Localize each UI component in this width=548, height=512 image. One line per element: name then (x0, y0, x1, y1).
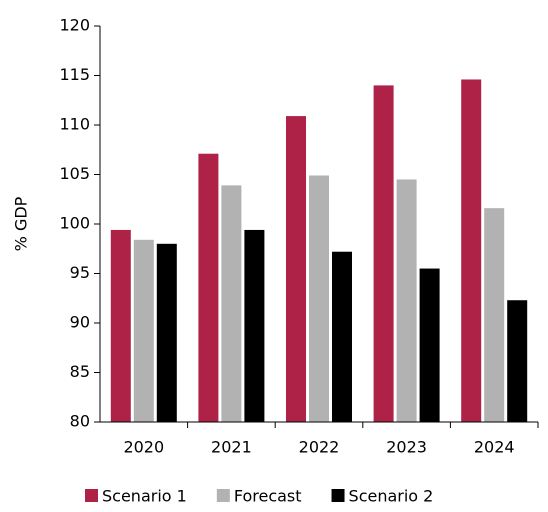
bar (419, 268, 440, 422)
legend-label: Scenario 2 (349, 487, 434, 506)
bar (156, 243, 177, 422)
legend-swatch (85, 489, 98, 502)
bar (221, 185, 242, 422)
y-axis-label: % GDP (12, 196, 31, 251)
x-tick-label: 2022 (299, 438, 340, 457)
y-tick-label: 100 (59, 214, 90, 233)
y-tick-label: 105 (59, 164, 90, 183)
legend-label: Forecast (234, 487, 302, 506)
bar (286, 116, 306, 422)
x-tick-label: 2023 (386, 438, 427, 457)
x-tick-label: 2021 (211, 438, 252, 457)
y-tick-label: 80 (70, 412, 90, 431)
y-tick-label: 90 (70, 313, 90, 332)
legend-label: Scenario 1 (102, 487, 187, 506)
legend-swatch (216, 489, 230, 502)
x-tick-label: 2024 (474, 438, 515, 457)
y-tick-label: 115 (59, 65, 90, 84)
bar (244, 229, 265, 422)
bar (332, 251, 352, 422)
bar (396, 179, 417, 422)
y-tick-label: 95 (70, 263, 90, 282)
bar (507, 300, 528, 422)
y-tick-label: 85 (70, 362, 90, 381)
bar (198, 153, 219, 422)
bar (461, 79, 482, 423)
bar (484, 208, 505, 422)
x-tick-label: 2020 (123, 438, 164, 457)
y-tick-label: 110 (59, 115, 90, 134)
bar (133, 239, 154, 422)
bar (110, 229, 131, 422)
y-tick-label: 120 (59, 16, 90, 35)
bar (373, 85, 394, 423)
legend-swatch (331, 489, 345, 502)
bar (309, 175, 329, 422)
